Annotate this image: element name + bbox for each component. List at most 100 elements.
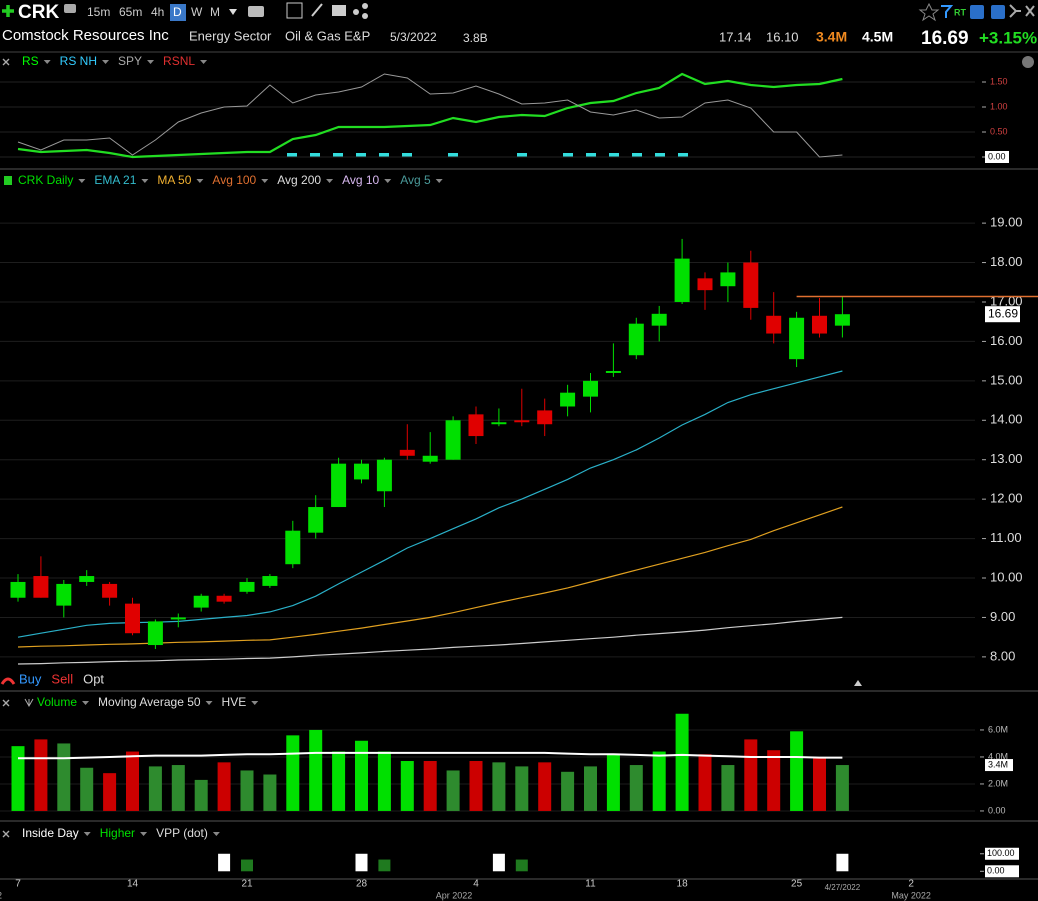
volume-bar bbox=[584, 766, 597, 811]
price-tag-label: 16.69 bbox=[988, 306, 1018, 320]
filter-icon[interactable] bbox=[941, 5, 954, 18]
tool-icon[interactable] bbox=[248, 6, 264, 17]
legend-dropdown[interactable] bbox=[384, 179, 392, 183]
y-tick-label: 0.50 bbox=[990, 126, 1008, 136]
tool-icon[interactable] bbox=[332, 5, 346, 16]
alert-icon[interactable] bbox=[64, 4, 76, 13]
timeframe[interactable]: D bbox=[173, 5, 182, 19]
timeframe[interactable]: M bbox=[210, 5, 220, 19]
y-tick-label: 2.0M bbox=[988, 778, 1008, 788]
legend-dropdown[interactable] bbox=[82, 701, 90, 705]
legend-dropdown[interactable] bbox=[43, 60, 51, 64]
legend-dropdown[interactable] bbox=[251, 701, 259, 705]
legend-dropdown[interactable] bbox=[78, 179, 86, 183]
legend-entry[interactable]: Avg 200 bbox=[277, 173, 321, 187]
timeframe-dropdown[interactable] bbox=[229, 9, 237, 15]
candle-body bbox=[422, 455, 438, 462]
y-tick-label: 14.00 bbox=[990, 412, 1023, 427]
legend-entry[interactable]: RS bbox=[22, 54, 39, 68]
close-panel[interactable] bbox=[2, 699, 10, 707]
legend-dropdown[interactable] bbox=[326, 179, 334, 183]
y-tick-label: 100.00 bbox=[987, 848, 1015, 858]
volume-bar bbox=[377, 751, 391, 811]
close-icon[interactable] bbox=[1025, 5, 1035, 17]
share-icon[interactable] bbox=[353, 9, 359, 15]
volume-bar bbox=[148, 766, 162, 811]
timeframe[interactable]: W bbox=[191, 5, 203, 19]
volume-bar bbox=[309, 729, 323, 811]
y-tick-label: 18.00 bbox=[990, 254, 1023, 269]
pin-icon[interactable] bbox=[1009, 4, 1021, 18]
candle-body bbox=[789, 317, 805, 360]
order-button[interactable]: Sell bbox=[51, 671, 73, 686]
legend-dropdown[interactable] bbox=[205, 701, 213, 705]
candle-body bbox=[308, 507, 324, 533]
add-icon[interactable] bbox=[2, 5, 14, 17]
s-icon[interactable] bbox=[991, 5, 1005, 19]
tool-icon[interactable] bbox=[286, 2, 303, 19]
signal-bar bbox=[355, 853, 368, 872]
volume-bar bbox=[515, 766, 529, 811]
legend-entry[interactable]: Avg 100 bbox=[212, 173, 256, 187]
legend-entry[interactable]: Volume bbox=[37, 695, 77, 709]
legend-entry[interactable]: Inside Day bbox=[22, 826, 79, 840]
candle-body bbox=[239, 581, 255, 592]
indicator-line bbox=[17, 73, 843, 158]
settings-icon[interactable] bbox=[1022, 56, 1034, 68]
legend-entry[interactable]: RS NH bbox=[60, 54, 97, 68]
timeframe[interactable]: 4h bbox=[151, 5, 164, 19]
candle-body bbox=[766, 315, 782, 334]
close-panel[interactable] bbox=[2, 58, 10, 66]
y-tick-label: 6.0M bbox=[988, 724, 1008, 734]
order-button[interactable]: Buy bbox=[19, 671, 42, 686]
signal-bar bbox=[378, 859, 391, 872]
legend-entry[interactable]: Moving Average 50 bbox=[98, 695, 201, 709]
close-panel[interactable] bbox=[2, 830, 10, 838]
order-button[interactable]: Opt bbox=[83, 671, 104, 686]
x-tick-label: 4 bbox=[473, 879, 479, 890]
legend-dropdown[interactable] bbox=[261, 179, 269, 183]
candle-body bbox=[491, 422, 507, 425]
y-tick-label: 13.00 bbox=[990, 451, 1023, 466]
legend-entry[interactable]: CRK Daily bbox=[18, 173, 73, 187]
volume-bar bbox=[744, 739, 758, 811]
legend-dropdown[interactable] bbox=[435, 179, 443, 183]
legend-dropdown[interactable] bbox=[140, 832, 148, 836]
y-tick-label: 15.00 bbox=[990, 372, 1023, 387]
legend-entry[interactable]: Higher bbox=[100, 826, 135, 840]
legend-entry[interactable]: HVE bbox=[222, 695, 247, 709]
legend-dropdown[interactable] bbox=[147, 60, 155, 64]
legend-dropdown[interactable] bbox=[102, 60, 110, 64]
candle-body bbox=[560, 392, 576, 407]
candle-body bbox=[376, 459, 392, 492]
volume-bar bbox=[721, 765, 735, 811]
crosshair-date: 4/27/2022 bbox=[825, 883, 861, 892]
legend-entry[interactable]: SPY bbox=[118, 54, 142, 68]
timeframe[interactable]: 15m bbox=[87, 5, 110, 19]
s-icon[interactable] bbox=[970, 5, 984, 19]
legend-entry[interactable]: Avg 10 bbox=[342, 173, 379, 187]
symbol[interactable]: CRK bbox=[18, 2, 59, 23]
legend-dropdown[interactable] bbox=[200, 60, 208, 64]
y-tick-label: 16.00 bbox=[990, 333, 1023, 348]
legend-entry[interactable]: Avg 5 bbox=[400, 173, 431, 187]
legend-entry[interactable]: RSNL bbox=[163, 54, 195, 68]
volume-bar bbox=[423, 761, 437, 811]
timeframe[interactable]: 65m bbox=[119, 5, 142, 19]
legend-dropdown[interactable] bbox=[212, 832, 220, 836]
candle-body bbox=[331, 463, 347, 508]
legend-entry[interactable]: VPP (dot) bbox=[156, 826, 208, 840]
legend-entry[interactable]: MA 50 bbox=[157, 173, 191, 187]
legend-entry[interactable]: EMA 21 bbox=[94, 173, 136, 187]
star-icon[interactable] bbox=[918, 2, 940, 22]
candle-body bbox=[10, 581, 26, 598]
legend-dropdown[interactable] bbox=[141, 179, 149, 183]
legend-dropdown[interactable] bbox=[83, 832, 91, 836]
draw-icon[interactable] bbox=[311, 3, 323, 17]
collapse-arrow[interactable] bbox=[854, 680, 862, 686]
legend-dropdown[interactable] bbox=[196, 179, 204, 183]
candle-body bbox=[583, 380, 598, 397]
rt-badge[interactable]: RT bbox=[954, 7, 966, 17]
candle-body bbox=[537, 410, 553, 425]
